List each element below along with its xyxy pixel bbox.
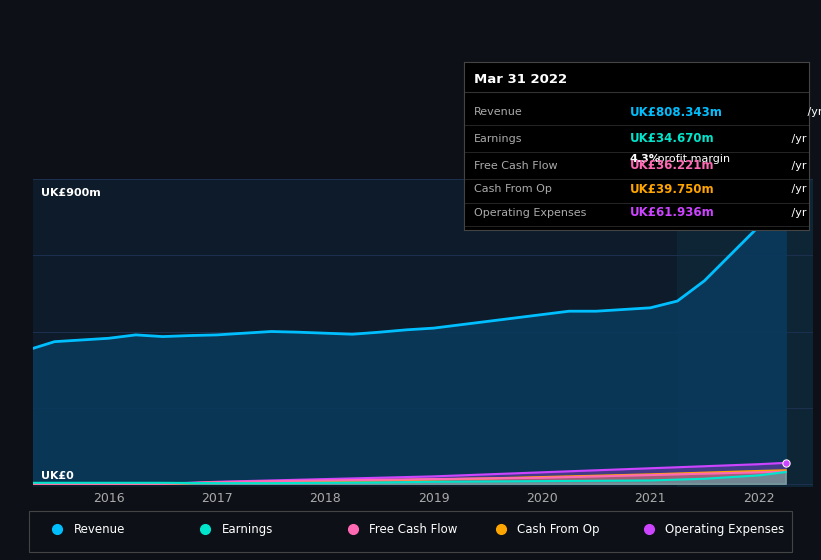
Text: profit margin: profit margin bbox=[654, 154, 730, 164]
Text: /yr: /yr bbox=[804, 107, 821, 117]
Text: Cash From Op: Cash From Op bbox=[475, 184, 552, 194]
Text: UK£36.221m: UK£36.221m bbox=[630, 159, 714, 172]
Text: Earnings: Earnings bbox=[475, 134, 523, 144]
Text: UK£0: UK£0 bbox=[41, 471, 73, 481]
Text: UK£34.670m: UK£34.670m bbox=[630, 132, 714, 146]
Text: /yr: /yr bbox=[788, 134, 806, 144]
Bar bbox=[677, 179, 813, 487]
Text: Revenue: Revenue bbox=[74, 522, 126, 536]
Text: Free Cash Flow: Free Cash Flow bbox=[369, 522, 458, 536]
Text: Earnings: Earnings bbox=[222, 522, 273, 536]
Text: Operating Expenses: Operating Expenses bbox=[665, 522, 784, 536]
Text: /yr: /yr bbox=[788, 208, 806, 218]
Text: /yr: /yr bbox=[788, 161, 806, 171]
Text: 4.3%: 4.3% bbox=[630, 154, 660, 164]
Text: Cash From Op: Cash From Op bbox=[517, 522, 599, 536]
Text: UK£39.750m: UK£39.750m bbox=[630, 183, 714, 196]
Text: UK£808.343m: UK£808.343m bbox=[630, 105, 722, 119]
Text: /yr: /yr bbox=[788, 184, 806, 194]
Text: UK£61.936m: UK£61.936m bbox=[630, 206, 714, 220]
Text: Operating Expenses: Operating Expenses bbox=[475, 208, 586, 218]
Text: Revenue: Revenue bbox=[475, 107, 523, 117]
Text: Mar 31 2022: Mar 31 2022 bbox=[475, 73, 567, 86]
Text: UK£900m: UK£900m bbox=[41, 188, 100, 198]
Text: Free Cash Flow: Free Cash Flow bbox=[475, 161, 557, 171]
